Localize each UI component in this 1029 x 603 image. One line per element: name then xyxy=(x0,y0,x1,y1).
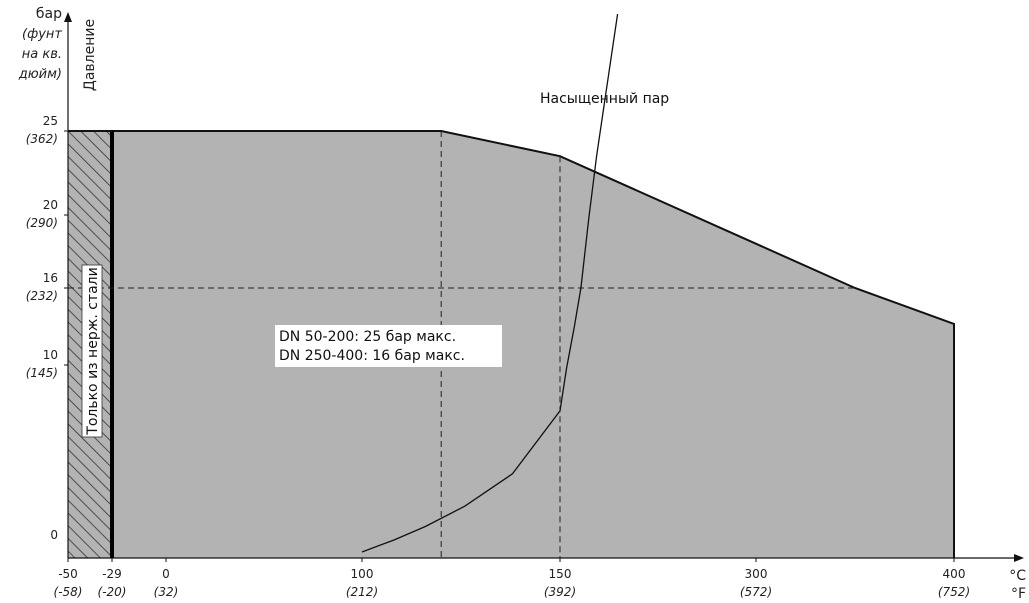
y-tick-label: 25 xyxy=(43,114,58,128)
y-axis-arrow-icon xyxy=(64,12,72,22)
y-axis-unit-alt-2: на кв. xyxy=(22,47,62,62)
x-tick-alt-label: (212) xyxy=(346,585,378,599)
y-tick-alt-label: (145) xyxy=(26,366,58,380)
x-axis-arrow-icon xyxy=(1014,554,1024,562)
stainless-only-label-box: Только из нерж. стали xyxy=(81,264,103,438)
y-tick-label: 0 xyxy=(50,528,58,542)
note-box: DN 50-200: 25 бар макс. DN 250-400: 16 б… xyxy=(275,325,502,367)
y-axis-unit-alt-1: (фунт xyxy=(22,27,62,42)
saturated-steam-curve xyxy=(361,14,619,553)
y-tick-label: 10 xyxy=(43,348,58,362)
stainless-only-label: Только из нерж. стали xyxy=(85,267,101,435)
y-axis-unit-alt-3: дюйм) xyxy=(18,67,62,82)
x-tick-alt-label: (752) xyxy=(938,585,970,599)
x-axis-unit: °C xyxy=(1009,568,1026,584)
x-tick-alt-label: (572) xyxy=(740,585,772,599)
x-tick-label: 100 xyxy=(351,567,374,581)
note-line-2: DN 250-400: 16 бар макс. xyxy=(279,348,465,364)
x-tick-label: -50 xyxy=(58,567,78,581)
axes xyxy=(64,12,1024,562)
x-tick-label: 150 xyxy=(549,567,572,581)
note-line-1: DN 50-200: 25 бар макс. xyxy=(279,329,456,345)
envelope-outline xyxy=(112,130,955,558)
y-axis-unit: бар xyxy=(36,6,62,22)
x-tick-label: -29 xyxy=(102,567,122,581)
y-tick-label: 20 xyxy=(43,198,58,212)
x-tick-alt-label: (392) xyxy=(544,585,576,599)
x-tick-alt-label: (-20) xyxy=(98,585,127,599)
y-tick-alt-label: (232) xyxy=(26,289,58,303)
x-tick-alt-label: (32) xyxy=(154,585,179,599)
saturated-steam-label: Насыщенный пар xyxy=(540,91,669,107)
x-ticks: -50 (-58) -29 (-20) 0 (32) 100 (212) 150 (392) 300… xyxy=(54,558,970,599)
y-tick-alt-label: (290) xyxy=(26,216,58,230)
y-tick-label: 16 xyxy=(43,271,58,285)
x-tick-label: 400 xyxy=(943,567,966,581)
saturated-steam-curve-group xyxy=(361,14,619,553)
x-tick-alt-label: (-58) xyxy=(54,585,83,599)
x-tick-label: 300 xyxy=(745,567,768,581)
y-tick-alt-label: (362) xyxy=(26,132,58,146)
operating-envelope xyxy=(68,130,955,558)
y-ticks: 0 10 (145) 16 (232) 20 (290) 25 (362) xyxy=(26,114,68,542)
x-tick-label: 0 xyxy=(162,567,170,581)
y-axis-title: Давление xyxy=(82,19,98,91)
envelope-fill xyxy=(112,131,954,558)
x-axis-unit-alt: °F xyxy=(1011,586,1026,602)
